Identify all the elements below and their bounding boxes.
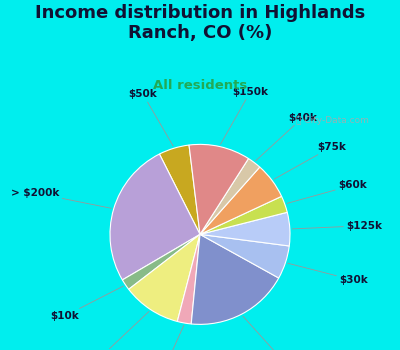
Wedge shape bbox=[200, 234, 289, 278]
Wedge shape bbox=[122, 234, 200, 289]
Wedge shape bbox=[177, 234, 200, 324]
Text: $100k: $100k bbox=[83, 312, 149, 350]
Text: $150k: $150k bbox=[220, 86, 268, 144]
Text: $20k: $20k bbox=[146, 326, 184, 350]
Text: Income distribution in Highlands
Ranch, CO (%): Income distribution in Highlands Ranch, … bbox=[35, 4, 365, 42]
Text: $200k: $200k bbox=[243, 316, 304, 350]
Text: > $200k: > $200k bbox=[11, 188, 111, 208]
Text: $75k: $75k bbox=[274, 142, 346, 179]
Text: $50k: $50k bbox=[129, 89, 173, 146]
Wedge shape bbox=[200, 167, 282, 234]
Wedge shape bbox=[200, 159, 260, 234]
Text: All residents: All residents bbox=[153, 79, 247, 92]
Text: $10k: $10k bbox=[50, 286, 123, 321]
Text: $30k: $30k bbox=[288, 263, 368, 285]
Wedge shape bbox=[129, 234, 200, 321]
Wedge shape bbox=[110, 154, 200, 280]
Text: ⓘ City-Data.com: ⓘ City-Data.com bbox=[296, 116, 369, 125]
Wedge shape bbox=[200, 196, 287, 234]
Wedge shape bbox=[160, 145, 200, 235]
Text: $40k: $40k bbox=[256, 113, 317, 161]
Wedge shape bbox=[189, 145, 248, 234]
Wedge shape bbox=[191, 234, 279, 324]
Text: $125k: $125k bbox=[292, 221, 382, 231]
Text: $60k: $60k bbox=[287, 180, 367, 203]
Wedge shape bbox=[200, 212, 290, 246]
